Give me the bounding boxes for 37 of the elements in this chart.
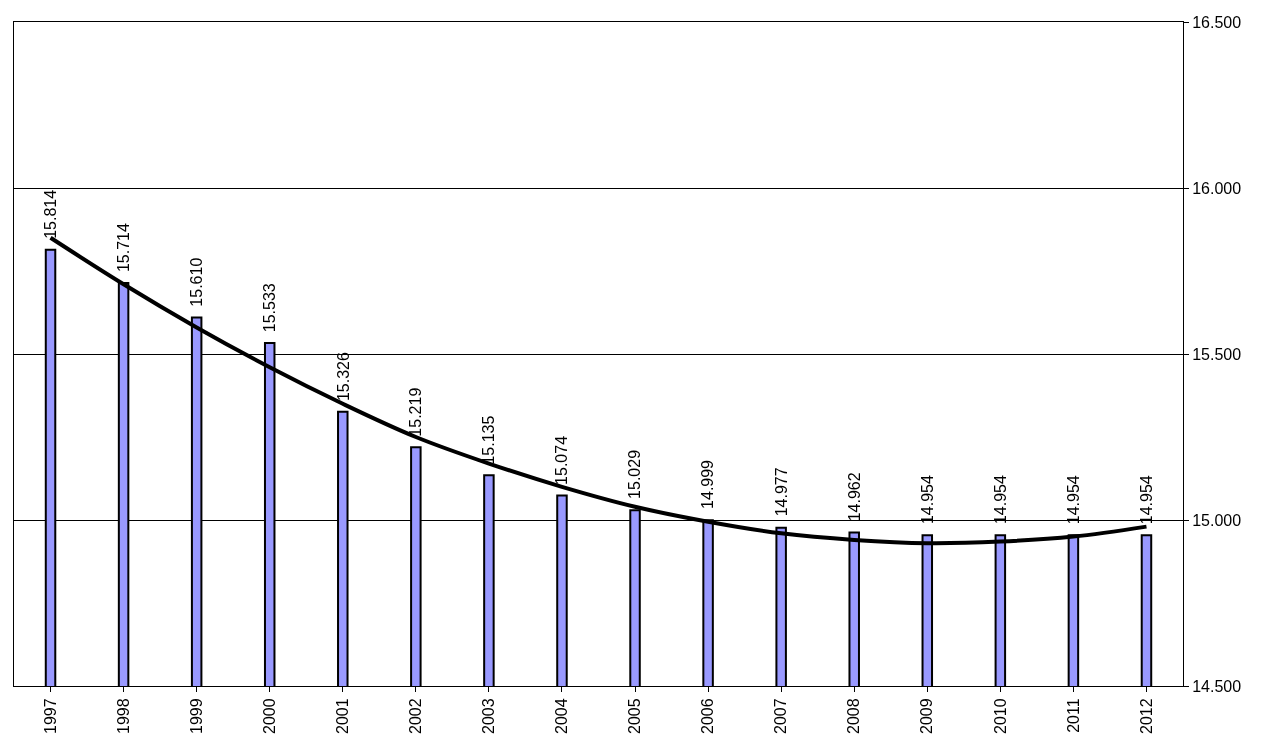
x-tick-label: 2004	[553, 698, 571, 734]
x-tick-label: 2006	[699, 698, 717, 734]
y-tick-label: 15.000	[1192, 511, 1242, 529]
x-tick-label: 2010	[991, 698, 1009, 734]
x-tick-label: 2008	[845, 698, 863, 734]
x-tick-label: 2009	[918, 698, 936, 734]
data-label: 14.954	[1064, 475, 1082, 525]
x-tick-label: 2003	[480, 698, 498, 734]
x-tick-label: 2012	[1137, 698, 1155, 734]
y-tick-label: 15.500	[1192, 345, 1242, 363]
data-label: 14.954	[1137, 475, 1155, 525]
x-tick-label: 2011	[1064, 698, 1082, 733]
data-label: 15.714	[115, 223, 133, 273]
data-label: 14.962	[846, 472, 864, 522]
x-tick-label: 1999	[187, 698, 205, 734]
y-tick-label: 16.000	[1192, 179, 1242, 197]
y-tick-label: 14.500	[1192, 677, 1242, 695]
x-tick-label: 2002	[407, 698, 425, 734]
data-label: 15.135	[480, 415, 498, 465]
data-label: 15.814	[42, 189, 60, 239]
x-tick-label: 1998	[114, 698, 132, 734]
data-label: 14.977	[773, 467, 791, 517]
data-label: 14.954	[918, 475, 936, 525]
x-tick-label: 2007	[772, 698, 790, 734]
x-tick-label: 2005	[626, 698, 644, 734]
x-tick-label: 2000	[260, 698, 278, 734]
x-tick-label: 1997	[41, 698, 59, 734]
data-label: 15.610	[187, 257, 205, 307]
data-label: 15.219	[407, 387, 425, 437]
data-label: 15.074	[553, 435, 571, 485]
data-label: 15.533	[261, 283, 279, 333]
x-tick-label: 2001	[333, 698, 351, 734]
data-label: 14.999	[699, 459, 717, 509]
data-label: 15.326	[334, 352, 352, 402]
data-label: 14.954	[991, 475, 1009, 525]
data-label: 15.029	[626, 449, 644, 499]
y-tick-label: 16.500	[1192, 13, 1242, 31]
